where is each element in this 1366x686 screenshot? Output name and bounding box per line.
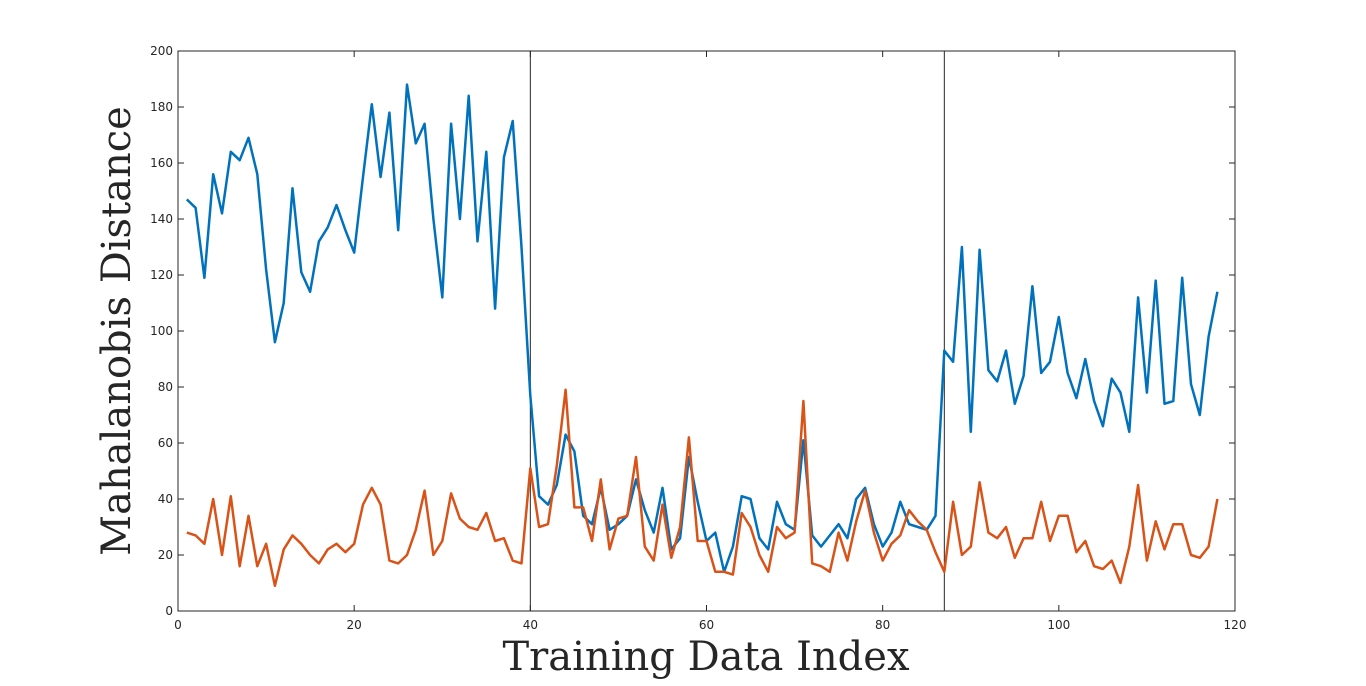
axis-ticks: 0 20 40 60 80 100 120 0 20 40 60 80 100 120 140 160 180 2… [150, 44, 1246, 632]
x-axis-title: Training Data Index [502, 634, 909, 680]
x-tick-label: 120 [1224, 618, 1247, 632]
series-layer [185, 83, 1219, 588]
x-tick-label: 80 [875, 618, 890, 632]
vertical-reference-lines [529, 51, 945, 611]
y-tick-label: 140 [150, 212, 173, 226]
y-tick-label: 180 [150, 100, 173, 114]
y-tick-label: 100 [150, 324, 173, 338]
y-axis-title: Mahalanobis Distance [94, 106, 140, 556]
x-tick-label: 60 [699, 618, 714, 632]
y-tick-label: 120 [150, 268, 173, 282]
x-tick-label: 20 [347, 618, 362, 632]
y-tick-label: 40 [158, 492, 173, 506]
plot-area [177, 50, 1236, 612]
y-tick-label: 60 [158, 436, 173, 450]
series-line-2 [186, 388, 1219, 588]
x-tick-label: 40 [523, 618, 538, 632]
x-tick-label: 100 [1047, 618, 1070, 632]
series-line-1 [185, 83, 1219, 574]
y-tick-label: 200 [150, 44, 173, 58]
y-tick-label: 0 [165, 604, 173, 618]
y-tick-label: 20 [158, 548, 173, 562]
y-tick-label: 160 [150, 156, 173, 170]
x-tick-label: 0 [174, 618, 182, 632]
y-tick-label: 80 [158, 380, 173, 394]
